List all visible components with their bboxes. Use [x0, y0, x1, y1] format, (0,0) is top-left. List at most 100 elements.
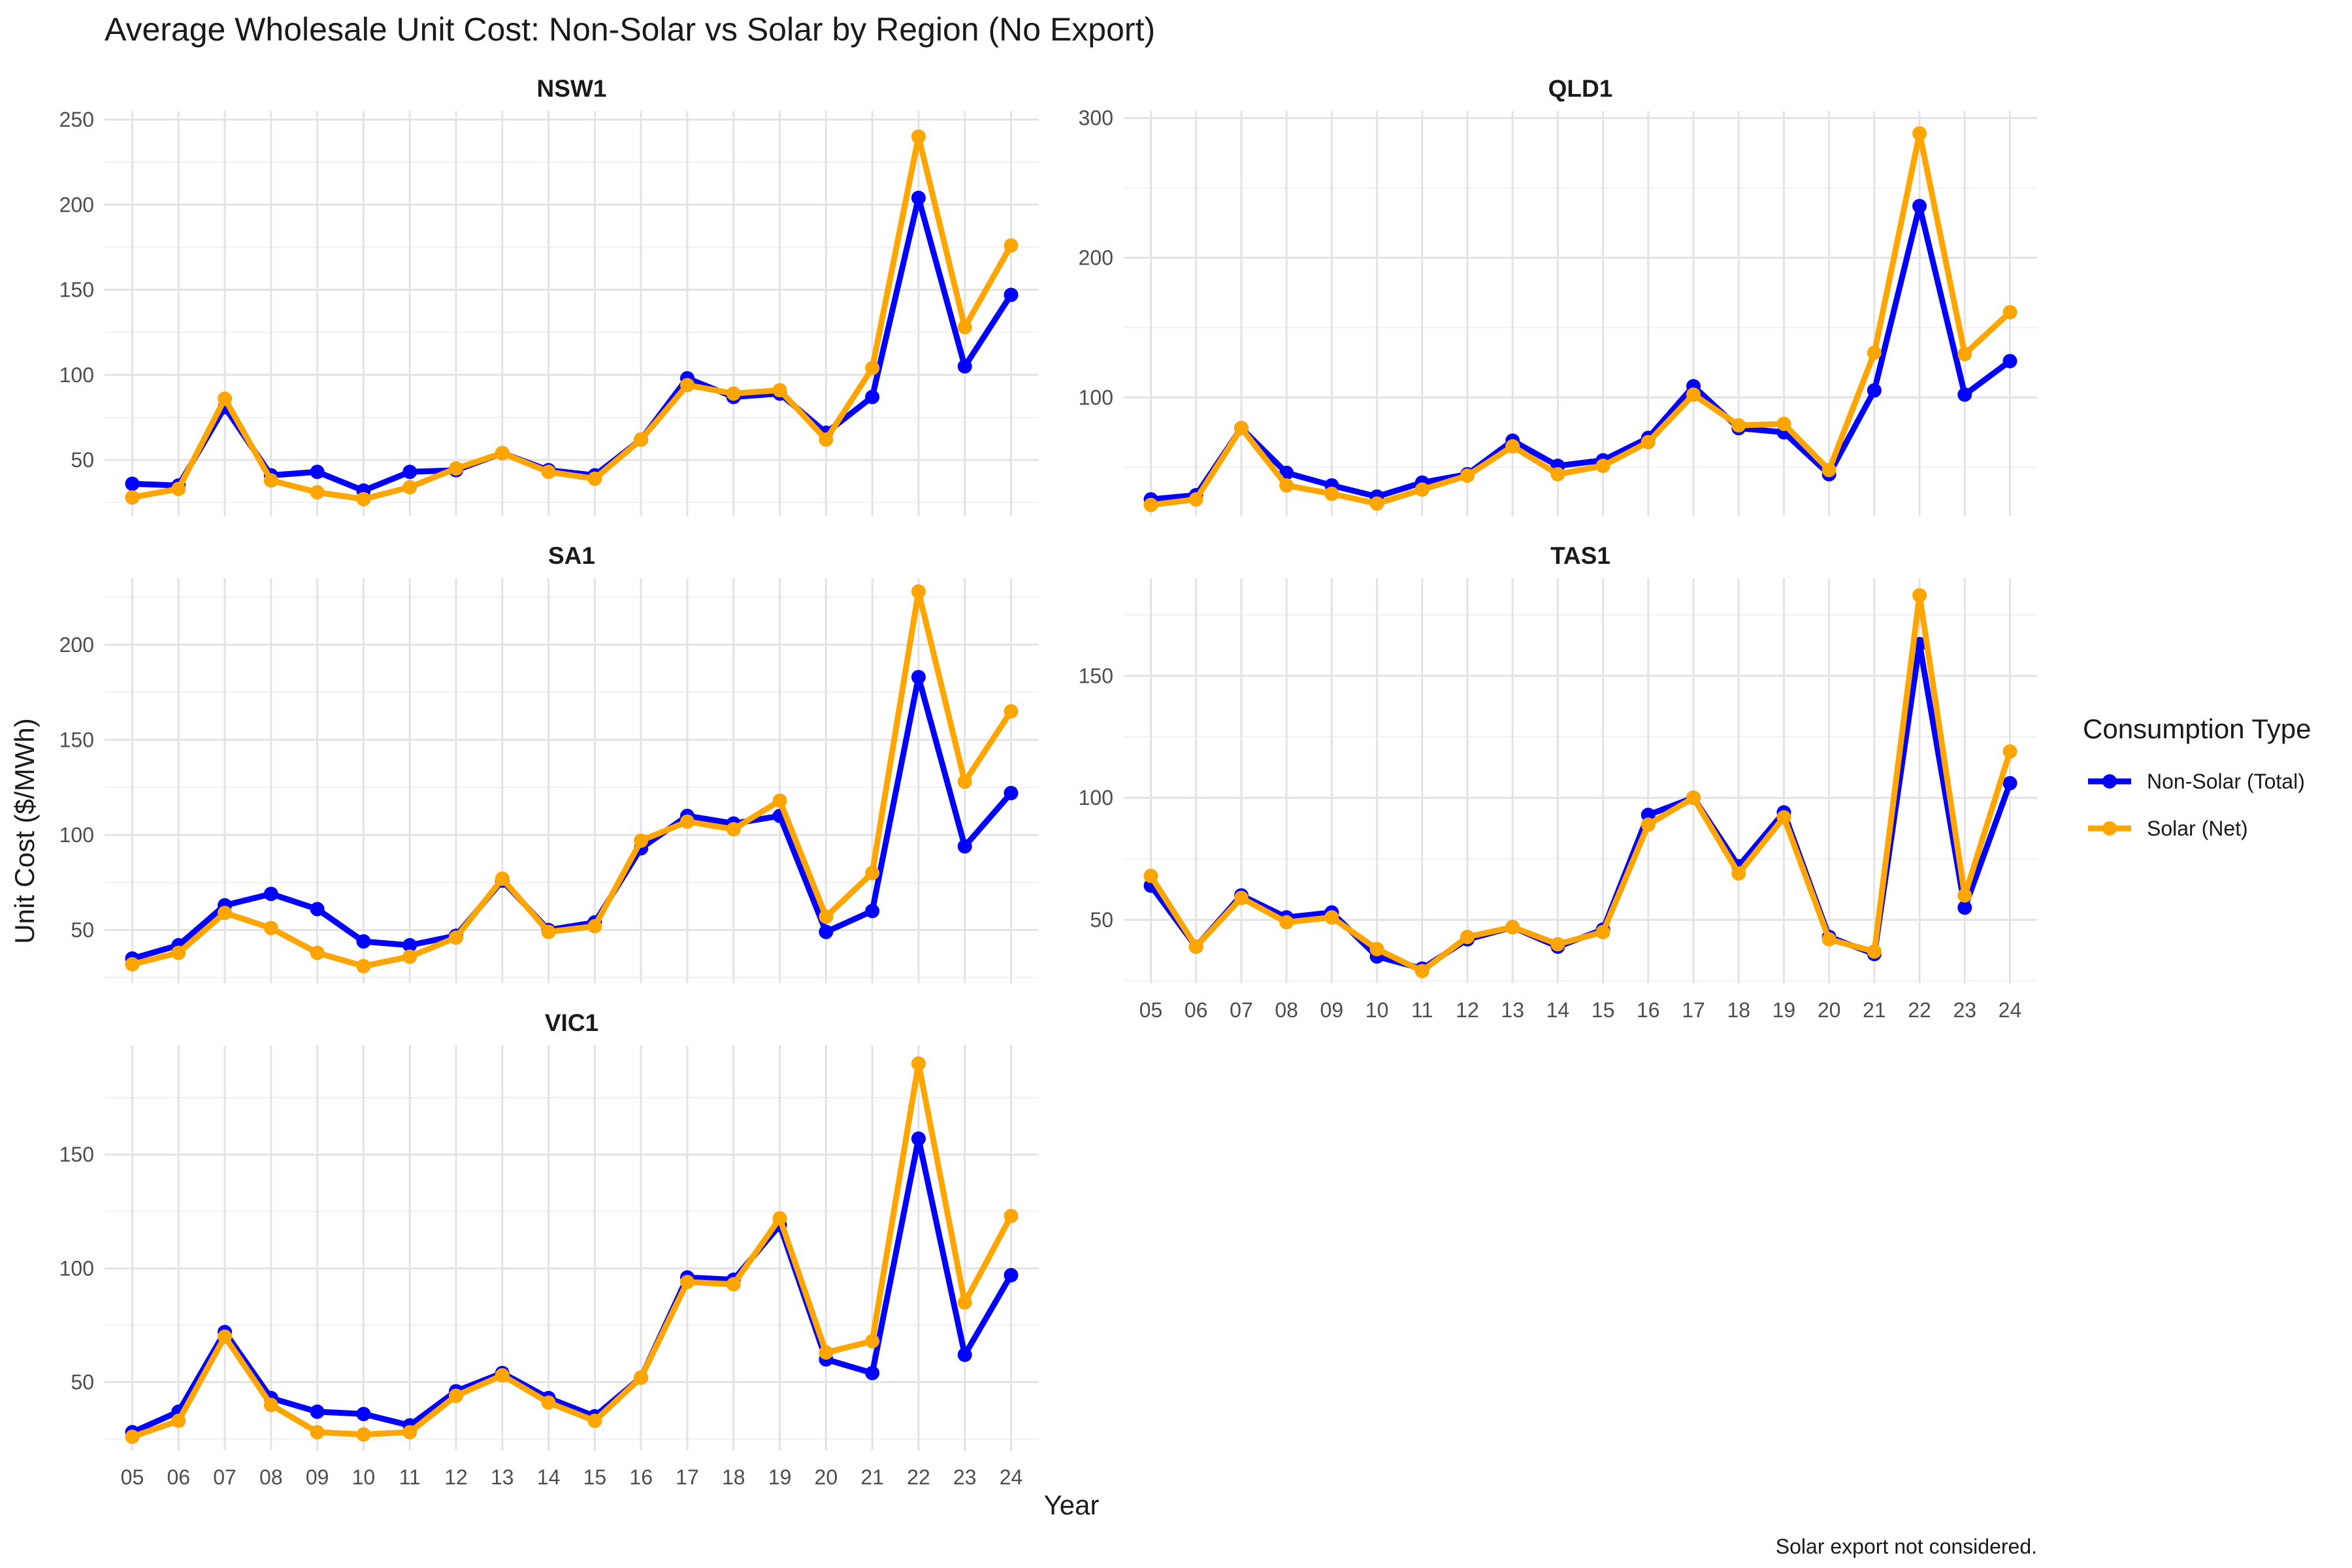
data-point-solar-net — [1188, 939, 1203, 954]
data-point-solar-net — [1414, 964, 1429, 979]
series-line-solar-net — [1150, 130, 2012, 508]
legend: Consumption Type Non-Solar (Total) Solar … — [2083, 713, 2311, 840]
data-point-non-solar-total — [957, 1347, 972, 1362]
x-tick-label: 07 — [213, 1465, 237, 1489]
panel-strip-label: VIC1 — [545, 1009, 598, 1036]
panel-strip-label: QLD1 — [1548, 75, 1613, 102]
data-point-solar-net — [218, 906, 233, 921]
data-point-solar-net — [679, 814, 694, 829]
data-point-solar-net — [726, 822, 741, 837]
y-tick-label: 150 — [59, 1143, 94, 1166]
x-tick-label: 08 — [1275, 998, 1298, 1022]
x-tick-label: 22 — [1908, 998, 1931, 1022]
x-tick-label: 15 — [1592, 998, 1615, 1022]
panel-vic1: 50 100 150 05 06 07 08 09 10 11 12 13 14 15 16 17 18 19 20… — [59, 1009, 1039, 1489]
data-point-solar-net — [1912, 588, 1927, 603]
data-point-non-solar-total — [310, 902, 325, 917]
data-point-non-solar-total — [1912, 199, 1927, 214]
data-point-solar-net — [726, 1277, 741, 1292]
data-point-solar-net — [865, 866, 880, 881]
x-tick-label: 17 — [676, 1465, 699, 1489]
data-point-solar-net — [1686, 387, 1701, 402]
data-point-solar-net — [495, 871, 510, 886]
data-point-solar-net — [1867, 944, 1882, 959]
data-point-solar-net — [171, 1413, 186, 1428]
x-tick-label: 05 — [1139, 998, 1163, 1022]
data-point-solar-net — [1460, 930, 1475, 945]
y-tick-label: 200 — [1079, 246, 1113, 269]
data-point-solar-net — [1641, 434, 1656, 449]
data-point-solar-net — [1595, 924, 1610, 939]
legend-entries: Non-Solar (Total) Solar (Net) — [2088, 770, 2305, 840]
y-tick-label: 100 — [1079, 385, 1113, 409]
data-point-solar-net — [865, 1333, 880, 1348]
y-tick-label: 100 — [59, 1256, 94, 1280]
data-point-solar-net — [1686, 791, 1701, 806]
x-tick-label: 06 — [167, 1465, 190, 1489]
data-point-solar-net — [1004, 238, 1019, 253]
y-tick-label: 50 — [71, 1371, 94, 1394]
data-point-solar-net — [263, 1397, 278, 1413]
x-tick-label: 18 — [722, 1465, 745, 1489]
data-point-solar-net — [726, 386, 741, 401]
data-point-solar-net — [541, 465, 556, 480]
data-point-solar-net — [634, 1370, 649, 1385]
data-point-solar-net — [1957, 888, 1972, 903]
data-point-solar-net — [1324, 910, 1339, 925]
data-point-solar-net — [402, 949, 417, 964]
data-point-solar-net — [171, 482, 186, 497]
data-point-solar-net — [449, 461, 464, 476]
data-point-solar-net — [1004, 1209, 1019, 1224]
data-point-solar-net — [634, 833, 649, 848]
data-point-solar-net — [263, 921, 278, 936]
y-tick-label: 100 — [59, 363, 94, 387]
x-tick-label: 13 — [491, 1465, 514, 1489]
x-tick-label: 24 — [1999, 998, 2022, 1022]
data-point-solar-net — [495, 446, 510, 461]
data-point-solar-net — [1595, 459, 1610, 474]
data-point-non-solar-total — [356, 934, 371, 949]
x-tick-label: 10 — [1365, 998, 1389, 1022]
data-point-non-solar-total — [957, 359, 972, 374]
data-point-solar-net — [310, 1425, 325, 1440]
x-tick-label: 23 — [953, 1465, 977, 1489]
legend-title: Consumption Type — [2083, 713, 2311, 744]
data-point-non-solar-total — [1867, 383, 1882, 398]
data-point-solar-net — [125, 1429, 140, 1445]
data-point-solar-net — [819, 1345, 834, 1360]
series-line-solar-net — [131, 1060, 1014, 1440]
data-point-solar-net — [541, 924, 556, 939]
data-point-solar-net — [1731, 418, 1746, 433]
data-point-solar-net — [1957, 347, 1972, 361]
series-line-solar-net — [131, 588, 1014, 970]
data-point-non-solar-total — [1004, 785, 1019, 800]
data-point-solar-net — [957, 319, 972, 335]
data-point-solar-net — [1233, 890, 1249, 906]
data-point-non-solar-total — [865, 904, 880, 919]
data-point-solar-net — [1550, 937, 1565, 952]
data-point-non-solar-total — [310, 1404, 325, 1419]
x-tick-label: 14 — [537, 1465, 561, 1489]
legend-item-solar-net: Solar (Net) — [2088, 817, 2248, 840]
x-tick-label: 07 — [1230, 998, 1253, 1022]
facet-panels: 50 100 150 200 250 NSW1 100 200 300 QLD1 50 100 150 2… — [59, 75, 2037, 1489]
data-point-solar-net — [587, 919, 602, 934]
data-point-non-solar-total — [1004, 287, 1019, 302]
panel-strip-label: NSW1 — [537, 75, 607, 102]
data-point-solar-net — [1414, 482, 1429, 497]
y-axis-title: Unit Cost ($/MWh) — [9, 718, 40, 943]
data-point-solar-net — [1912, 126, 1927, 141]
y-tick-label: 50 — [71, 448, 94, 472]
data-point-non-solar-total — [263, 887, 278, 902]
y-tick-label: 300 — [1079, 106, 1113, 130]
x-tick-label: 21 — [1863, 998, 1886, 1022]
data-point-non-solar-total — [911, 1131, 926, 1146]
x-tick-label: 12 — [1456, 998, 1479, 1022]
y-tick-label: 50 — [71, 918, 94, 941]
data-point-solar-net — [772, 383, 787, 398]
data-point-solar-net — [1731, 866, 1746, 881]
data-point-solar-net — [2002, 744, 2017, 759]
x-tick-label: 17 — [1682, 998, 1705, 1022]
y-tick-label: 100 — [59, 823, 94, 847]
